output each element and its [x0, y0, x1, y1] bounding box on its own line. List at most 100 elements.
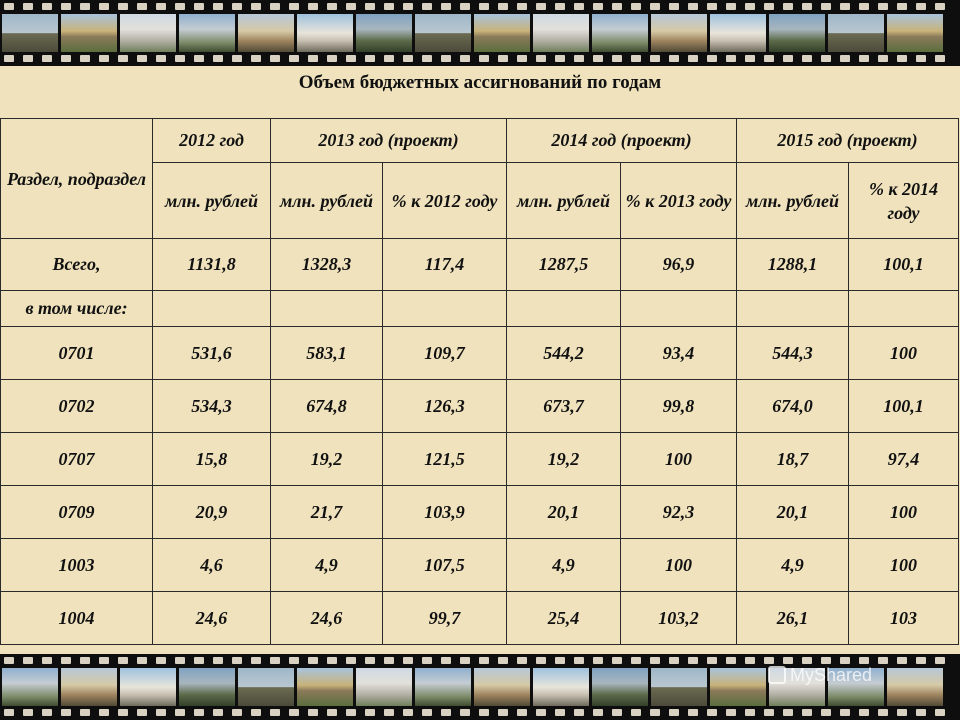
photo-frame [356, 668, 412, 706]
sprocket-hole [422, 709, 432, 716]
sprocket-hole [327, 709, 337, 716]
photo-frame [120, 14, 176, 52]
photo-frame [533, 14, 589, 52]
sprocket-hole [650, 709, 660, 716]
photo-frame [61, 14, 117, 52]
photo-frame [238, 14, 294, 52]
table-cell: 4,9 [270, 538, 383, 592]
sprocket-hole [840, 3, 850, 10]
table-cell: 20,1 [736, 485, 849, 539]
table-cell: 4,9 [506, 538, 621, 592]
sprocket-hole [593, 3, 603, 10]
sprocket-hole [232, 3, 242, 10]
table-cell: 100,1 [848, 238, 959, 291]
photo-frame [238, 668, 294, 706]
row-code: 0709 [0, 485, 153, 539]
sprocket-hole [365, 657, 375, 664]
sprocket-hole [441, 657, 451, 664]
sprocket-hole [916, 657, 926, 664]
sprocket-hole [118, 709, 128, 716]
sprocket-hole [289, 709, 299, 716]
sprocket-hole [783, 709, 793, 716]
sprocket-hole [574, 55, 584, 62]
table-cell: 1328,3 [270, 238, 383, 291]
sprocket-hole [232, 55, 242, 62]
sprocket-hole [878, 3, 888, 10]
photo-frame [769, 668, 825, 706]
sprocket-row [0, 709, 960, 717]
sprocket-hole [42, 3, 52, 10]
table-cell: 1288,1 [736, 238, 849, 291]
table-cell: 97,4 [848, 432, 959, 486]
sprocket-hole [764, 55, 774, 62]
sprocket-hole [441, 55, 451, 62]
sprocket-hole [270, 709, 280, 716]
photo-frame [651, 14, 707, 52]
sprocket-hole [726, 3, 736, 10]
sprocket-hole [441, 709, 451, 716]
table-cell: 24,6 [152, 591, 271, 645]
sprocket-hole [156, 3, 166, 10]
sprocket-hole [764, 3, 774, 10]
sprocket-hole [498, 709, 508, 716]
sprocket-hole [213, 657, 223, 664]
sprocket-hole [308, 709, 318, 716]
film-strip-bottom [0, 654, 960, 720]
table-cell: 674,0 [736, 379, 849, 433]
sprocket-hole [745, 657, 755, 664]
table-row: 0701 531,6 583,1 109,7 544,2 93,4 544,3 … [0, 326, 959, 380]
sprocket-hole [536, 709, 546, 716]
table-cell: 4,9 [736, 538, 849, 592]
sprocket-hole [61, 55, 71, 62]
row-label: Всего, [0, 238, 153, 291]
sprocket-hole [251, 55, 261, 62]
sprocket-hole [194, 55, 204, 62]
photo-frames [0, 668, 960, 706]
sprocket-hole [308, 3, 318, 10]
table-cell [382, 290, 507, 327]
sprocket-hole [137, 55, 147, 62]
sprocket-hole [593, 709, 603, 716]
sprocket-hole [631, 55, 641, 62]
table-cell: 20,9 [152, 485, 271, 539]
sprocket-hole [422, 55, 432, 62]
sprocket-hole [384, 3, 394, 10]
sprocket-hole [251, 709, 261, 716]
sprocket-hole [859, 709, 869, 716]
photo-frame [592, 668, 648, 706]
header-row-years: Раздел, подраздел 2012 год 2013 год (про… [0, 118, 959, 239]
photo-frame [828, 14, 884, 52]
photo-frame [887, 668, 943, 706]
photo-frame [179, 14, 235, 52]
sprocket-hole [346, 3, 356, 10]
budget-table: Раздел, подраздел 2012 год 2013 год (про… [0, 118, 959, 645]
sprocket-hole [156, 55, 166, 62]
sprocket-hole [441, 3, 451, 10]
table-cell: 100 [620, 538, 737, 592]
sprocket-hole [802, 55, 812, 62]
table-cell: 126,3 [382, 379, 507, 433]
sprocket-hole [878, 657, 888, 664]
unit-header: % к 2014 году [848, 162, 959, 239]
sprocket-hole [213, 709, 223, 716]
sprocket-hole [80, 55, 90, 62]
sprocket-hole [156, 657, 166, 664]
sprocket-hole [460, 3, 470, 10]
sprocket-hole [42, 709, 52, 716]
sprocket-hole [859, 657, 869, 664]
photo-frame [651, 668, 707, 706]
sprocket-hole [840, 657, 850, 664]
sprocket-hole [346, 709, 356, 716]
sprocket-hole [688, 657, 698, 664]
sprocket-hole [80, 709, 90, 716]
sprocket-hole [289, 3, 299, 10]
sprocket-hole [517, 709, 527, 716]
table-cell: 103,9 [382, 485, 507, 539]
sprocket-hole [783, 55, 793, 62]
sprocket-hole [612, 709, 622, 716]
unit-header: млн. рублей [736, 162, 849, 239]
sprocket-hole [650, 55, 660, 62]
sprocket-hole [555, 709, 565, 716]
table-cell: 674,8 [270, 379, 383, 433]
unit-header: % к 2012 году [382, 162, 507, 239]
